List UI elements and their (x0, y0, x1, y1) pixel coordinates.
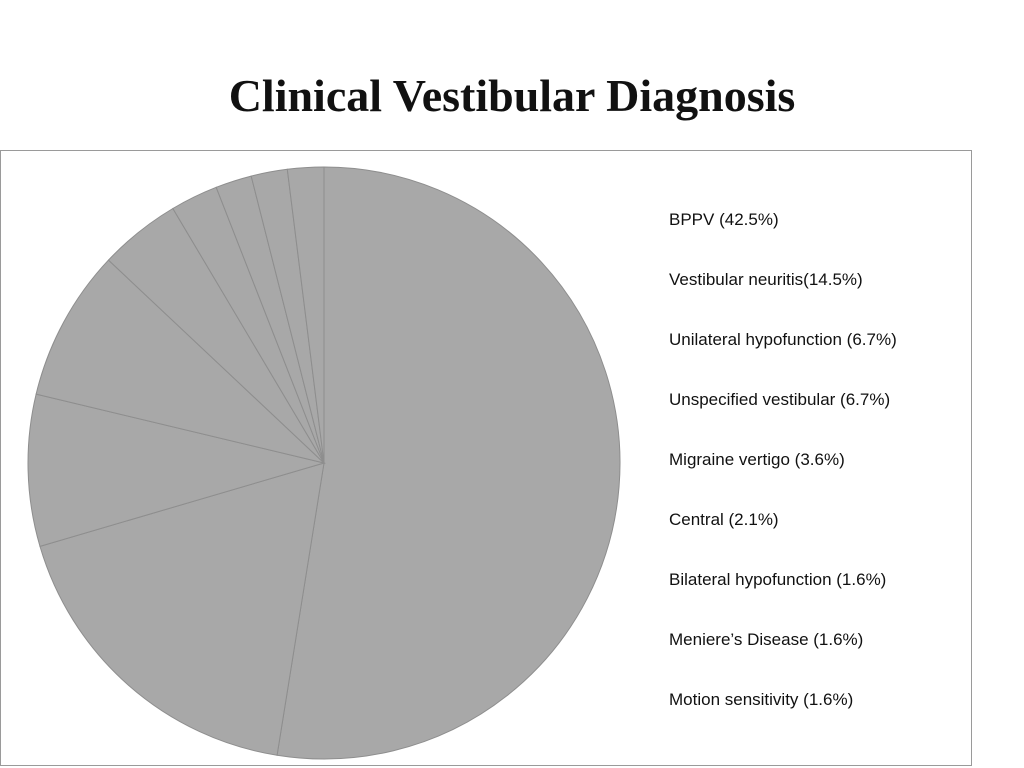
chart-title: Clinical Vestibular Diagnosis (228, 70, 796, 121)
legend-item: Central (2.1%) (669, 510, 779, 529)
legend-item: Vestibular neuritis(14.5%) (669, 270, 863, 289)
legend-item: Unspecified vestibular (6.7%) (669, 390, 891, 409)
legend-item: Meniere’s Disease (1.6%) (669, 630, 864, 649)
legend-item: BPPV (42.5%) (669, 210, 779, 229)
legend-item: Unilateral hypofunction (6.7%) (669, 330, 897, 349)
chart-legend: BPPV (42.5%) Vestibular neuritis(14.5%) Un… (669, 151, 969, 765)
pie-slice-unspecified-vestibular (35, 259, 326, 464)
legend-item: Motion sensitivity (1.6%) (669, 690, 854, 709)
pie-slice-motion-sensitivity (286, 166, 325, 464)
pie-slice-bppv (276, 166, 621, 760)
chart-area: BPPV (42.5%) Vestibular neuritis(14.5%) Un… (0, 150, 972, 766)
pie-slice-unilateral-hypofunction (27, 393, 326, 547)
pie-slice-vestibular-neuritis (39, 462, 325, 756)
legend-item: Bilateral hypofunction (1.6%) (669, 570, 887, 589)
legend-item: Migraine vertigo (3.6%) (669, 450, 845, 469)
pie-chart (27, 166, 621, 760)
